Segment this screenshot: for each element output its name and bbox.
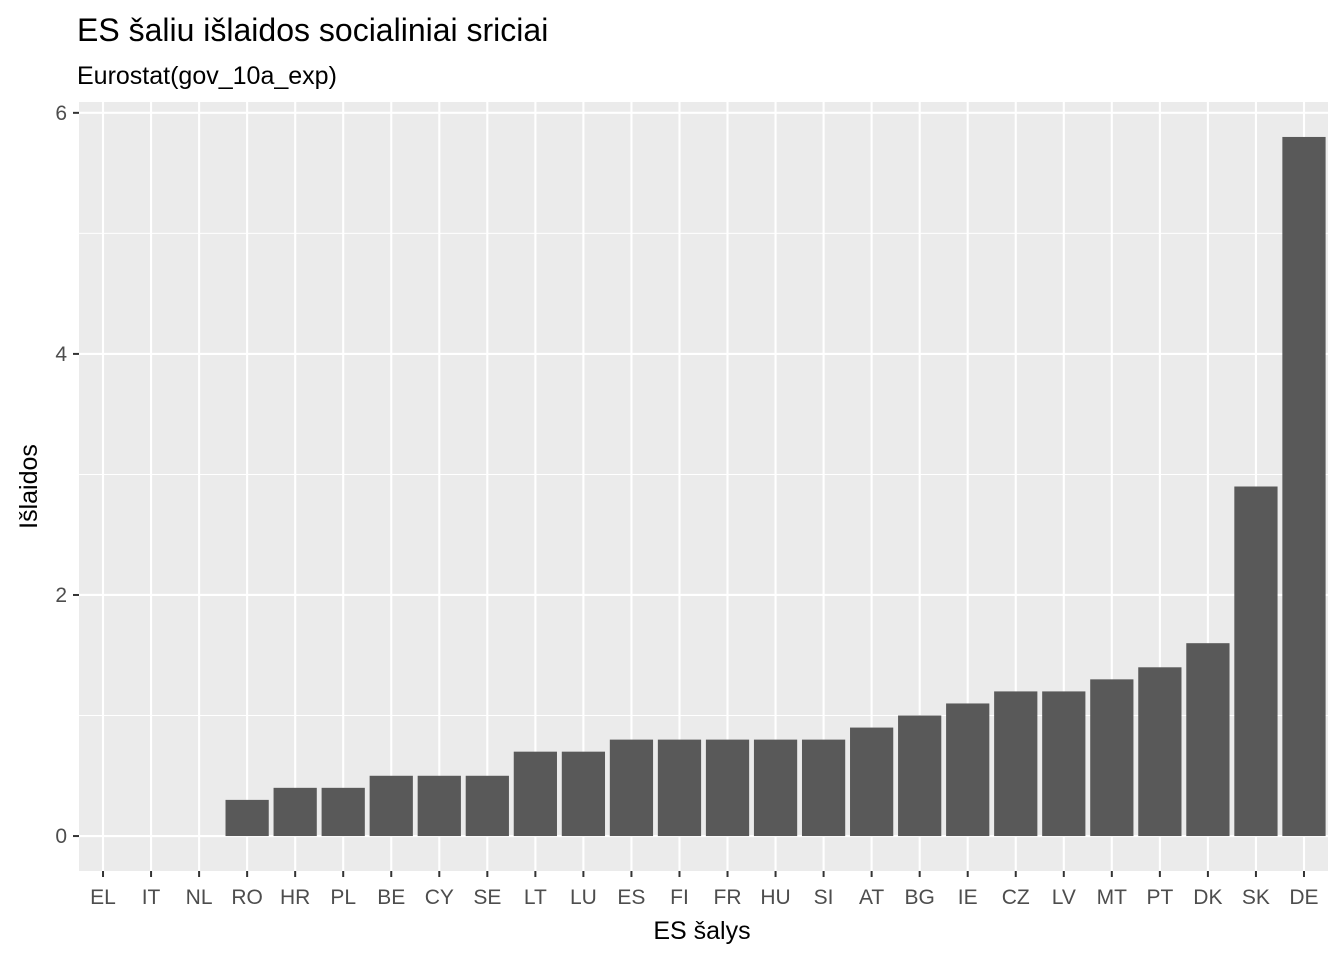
bar-cz	[994, 691, 1038, 837]
x-axis-title: ES šalys	[653, 917, 750, 945]
bar-sk	[1234, 486, 1278, 837]
bar-hr	[273, 787, 317, 837]
bar-be	[369, 775, 413, 837]
x-tick-label: SI	[814, 886, 834, 909]
x-tick-label: MT	[1097, 886, 1127, 909]
bar-ie	[946, 703, 990, 837]
x-tick-label: SE	[473, 886, 501, 909]
y-tick-label: 2	[55, 584, 67, 607]
bar-lu	[561, 751, 606, 837]
bar-si	[801, 739, 846, 837]
bar-mt	[1090, 679, 1134, 837]
chart-title: ES šaliu išlaidos socialiniai sriciai	[77, 12, 548, 48]
bar-se	[465, 775, 509, 837]
x-tick-label: FI	[670, 886, 689, 909]
x-tick-label: IE	[958, 886, 978, 909]
bar-bg	[898, 715, 942, 837]
bar-hu	[753, 739, 798, 837]
bar-lv	[1042, 691, 1086, 837]
bar-pt	[1138, 667, 1182, 837]
x-tick-label: LU	[570, 886, 597, 909]
bar-fr	[705, 739, 750, 837]
x-tick-label: AT	[859, 886, 884, 909]
x-tick-label: FR	[714, 886, 742, 909]
bars	[225, 136, 1326, 837]
x-tick-label: HR	[280, 886, 310, 909]
y-tick-label: 0	[55, 825, 67, 848]
y-tick-label: 4	[55, 343, 67, 366]
bar-at	[850, 727, 894, 837]
bar-lt	[513, 751, 557, 837]
bar-ro	[225, 799, 269, 837]
y-axis-title: Išlaidos	[15, 444, 43, 529]
x-tick-label: PT	[1146, 886, 1173, 909]
x-tick-label: EL	[90, 886, 116, 909]
x-tick-label: RO	[231, 886, 263, 909]
x-tick-label: CY	[425, 886, 454, 909]
x-tick-label: LV	[1052, 886, 1076, 909]
x-tick-label: CZ	[1002, 886, 1030, 909]
x-tick-label: SK	[1242, 886, 1270, 909]
x-tick-label: ES	[617, 886, 645, 909]
x-axis: EL IT NL RO HR PL BE CY SE LT LU ES FI FR HU SI AT BG IE CZ…	[90, 871, 1319, 909]
x-tick-label: BG	[905, 886, 935, 909]
y-tick-label: 6	[55, 102, 67, 125]
bar-cy	[417, 775, 461, 837]
x-tick-label: LT	[524, 886, 547, 909]
x-tick-label: BE	[377, 886, 405, 909]
x-tick-label: NL	[186, 886, 213, 909]
x-tick-label: IT	[142, 886, 161, 909]
chart-subtitle: Eurostat(gov_10a_exp)	[77, 62, 337, 90]
y-axis: 0 2 4 6	[55, 102, 79, 848]
x-tick-label: HU	[760, 886, 790, 909]
bar-dk	[1186, 643, 1230, 837]
bar-de	[1282, 136, 1326, 837]
bar-pl	[321, 787, 365, 837]
x-tick-label: DE	[1289, 886, 1318, 909]
bar-fi	[657, 739, 702, 837]
bar-es	[609, 739, 654, 837]
x-tick-label: DK	[1193, 886, 1222, 909]
x-tick-label: PL	[330, 886, 356, 909]
